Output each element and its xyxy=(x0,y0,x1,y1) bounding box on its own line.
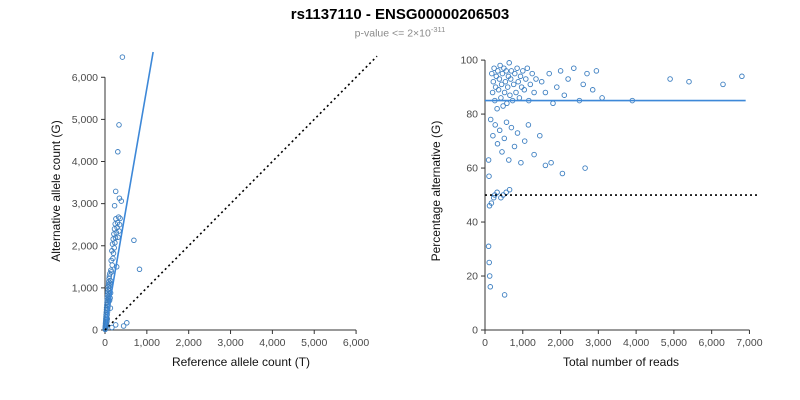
svg-text:0: 0 xyxy=(482,337,488,349)
svg-text:1,000: 1,000 xyxy=(134,337,160,349)
left-scatter-panel: 0 1,000 2,000 3,000 4,000 5,000 6,000 0 1,000 2,0… xyxy=(49,51,378,369)
svg-text:2,000: 2,000 xyxy=(72,240,98,252)
svg-text:4,000: 4,000 xyxy=(72,156,98,168)
svg-text:3,000: 3,000 xyxy=(217,337,243,349)
svg-text:5,000: 5,000 xyxy=(72,114,98,126)
svg-text:2,000: 2,000 xyxy=(176,337,202,349)
right-scatter-panel: 0 1,000 2,000 3,000 4,000 5,000 6,000 7,000 0 20 4… xyxy=(429,55,763,369)
svg-text:5,000: 5,000 xyxy=(301,337,327,349)
svg-text:20: 20 xyxy=(466,271,478,283)
subtitle: p-value <= 2×10-311 xyxy=(0,25,800,40)
subtitle-exponent: -311 xyxy=(430,25,446,34)
svg-text:5,000: 5,000 xyxy=(661,337,687,349)
svg-text:80: 80 xyxy=(466,109,478,121)
svg-text:6,000: 6,000 xyxy=(343,337,369,349)
svg-text:0: 0 xyxy=(92,325,98,337)
svg-text:0: 0 xyxy=(472,325,478,337)
svg-text:2,000: 2,000 xyxy=(547,337,573,349)
page-title: rs1137110 - ENSG00000206503 xyxy=(290,6,510,23)
svg-text:40: 40 xyxy=(466,217,478,229)
svg-text:3,000: 3,000 xyxy=(72,198,98,210)
svg-text:100: 100 xyxy=(460,55,478,67)
svg-text:1,000: 1,000 xyxy=(72,282,98,294)
svg-text:Percentage alternative (G): Percentage alternative (G) xyxy=(429,121,443,262)
svg-text:60: 60 xyxy=(466,163,478,175)
svg-text:3,000: 3,000 xyxy=(585,337,611,349)
subtitle-text: p-value <= 2×10 xyxy=(354,27,431,40)
svg-text:1,000: 1,000 xyxy=(510,337,536,349)
svg-text:Reference allele count (T): Reference allele count (T) xyxy=(172,355,310,369)
svg-text:Alternative allele count (G): Alternative allele count (G) xyxy=(49,120,63,261)
svg-text:6,000: 6,000 xyxy=(699,337,725,349)
svg-text:0: 0 xyxy=(102,337,108,349)
svg-text:4,000: 4,000 xyxy=(623,337,649,349)
svg-text:Total number of reads: Total number of reads xyxy=(563,355,679,369)
svg-text:6,000: 6,000 xyxy=(72,72,98,84)
svg-text:4,000: 4,000 xyxy=(259,337,285,349)
svg-text:7,000: 7,000 xyxy=(736,337,762,349)
